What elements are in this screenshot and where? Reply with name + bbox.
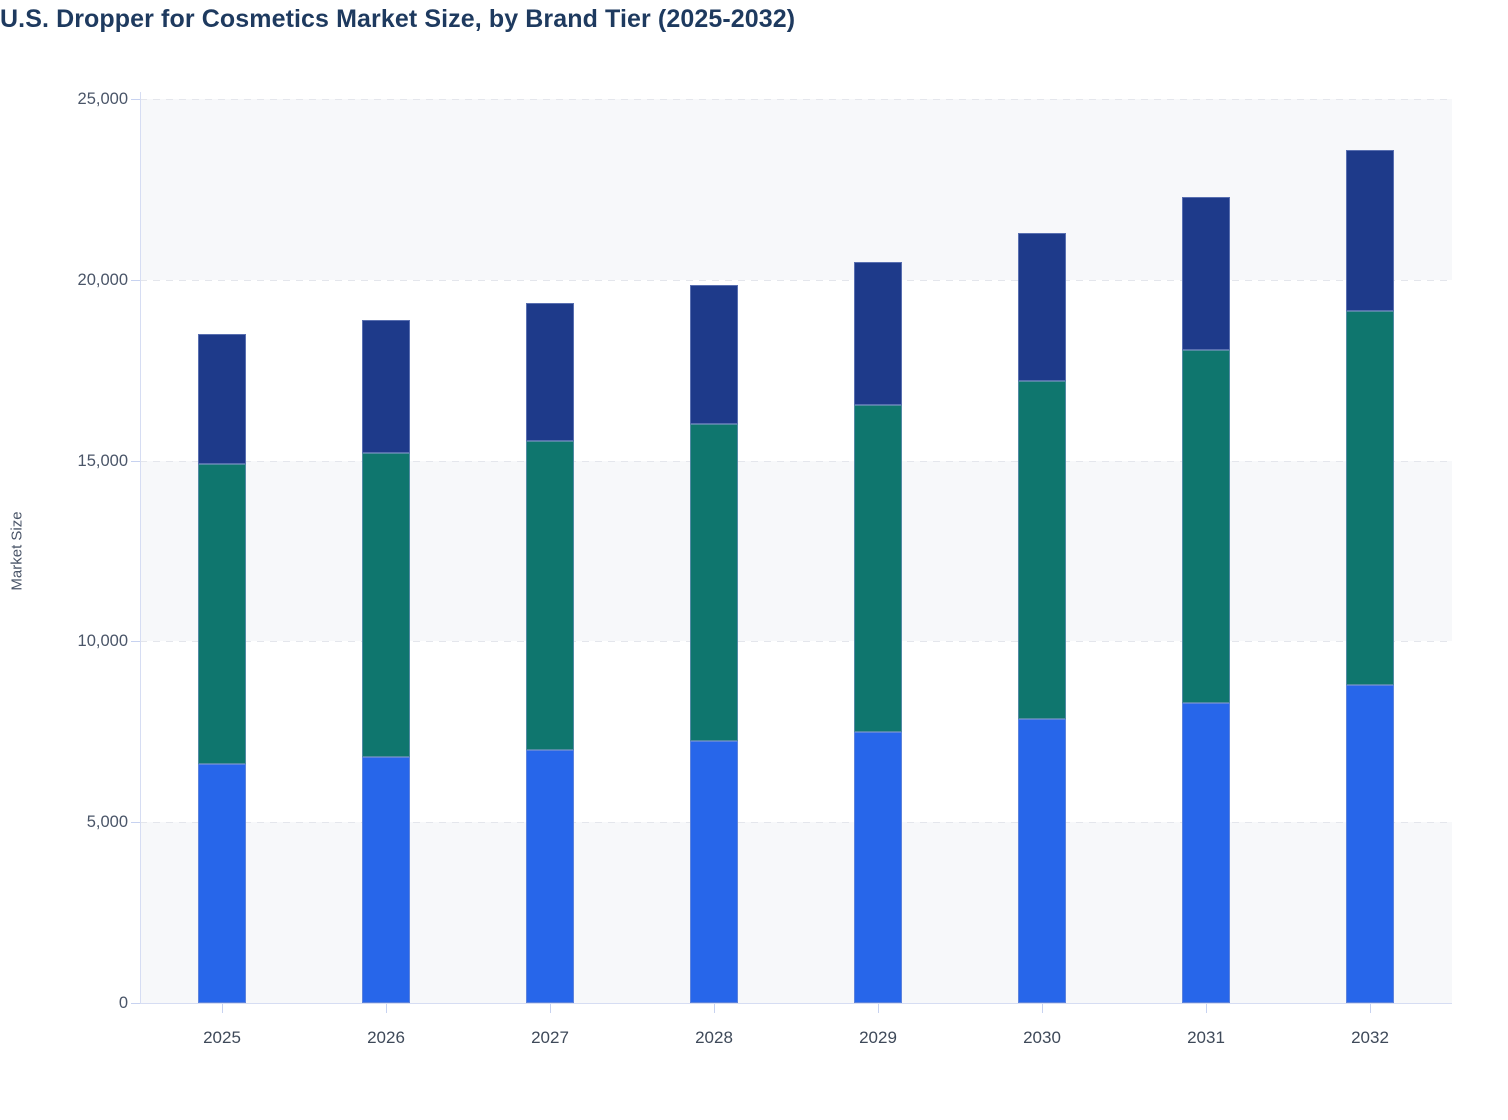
bar-segment-2026-teal[interactable] [362, 453, 410, 758]
bar-segment-2029-navy[interactable] [854, 261, 902, 405]
chart-title: U.S. Dropper for Cosmetics Market Size, … [0, 5, 796, 33]
plot-area [140, 99, 1452, 1003]
x-axis-line [140, 1003, 1452, 1004]
y-tick-label-15000: 15,000 [77, 451, 128, 470]
y-tick-label-5000: 5,000 [86, 813, 128, 832]
bar-segment-2030-teal[interactable] [1018, 381, 1066, 720]
bar-2025[interactable] [198, 334, 246, 1003]
bar-segment-2031-teal[interactable] [1182, 350, 1230, 703]
bar-segment-2025-navy[interactable] [198, 334, 246, 465]
x-tick-label-2031: 2031 [1187, 1028, 1225, 1047]
bar-2027[interactable] [526, 303, 574, 1003]
bar-2028[interactable] [690, 285, 738, 1003]
y-tick-mark [131, 1003, 140, 1004]
bar-2026[interactable] [362, 319, 410, 1003]
y-axis-title: Market Size [8, 511, 26, 591]
bar-segment-2027-blue[interactable] [526, 749, 574, 1003]
y-tick-label-20000: 20,000 [77, 270, 128, 289]
bar-segment-2029-teal[interactable] [854, 404, 902, 732]
bar-segment-2027-navy[interactable] [526, 303, 574, 441]
bar-segment-2032-blue[interactable] [1346, 684, 1394, 1003]
y-tick-mark [131, 460, 140, 462]
bar-segment-2030-navy[interactable] [1018, 232, 1066, 382]
y-tick-label-25000: 25,000 [77, 90, 128, 108]
x-tick-mark [222, 1004, 223, 1013]
bar-segment-2031-blue[interactable] [1182, 702, 1230, 1003]
bar-2032[interactable] [1346, 149, 1394, 1003]
gridline-15000 [140, 460, 1452, 462]
x-tick-mark [878, 1004, 879, 1013]
y-tick-mark [131, 822, 140, 824]
gridline-25000 [140, 99, 1452, 100]
x-tick-label-2029: 2029 [859, 1028, 897, 1047]
y-tick-mark [131, 641, 140, 643]
bar-segment-2027-teal[interactable] [526, 440, 574, 750]
x-tick-mark [1370, 1004, 1371, 1013]
background-band [140, 822, 1452, 1003]
x-tick-label-2030: 2030 [1023, 1028, 1061, 1047]
x-tick-label-2025: 2025 [203, 1028, 241, 1047]
bar-segment-2025-blue[interactable] [198, 764, 246, 1003]
bar-segment-2028-teal[interactable] [690, 424, 738, 741]
y-tick-label-0: 0 [118, 994, 128, 1012]
x-tick-mark [1042, 1004, 1043, 1013]
bar-segment-2032-navy[interactable] [1346, 149, 1394, 311]
bar-segment-2028-blue[interactable] [690, 740, 738, 1003]
bar-segment-2025-teal[interactable] [198, 464, 246, 765]
gridline-20000 [140, 279, 1452, 281]
background-band [140, 460, 1452, 642]
bar-segment-2032-teal[interactable] [1346, 310, 1394, 685]
gridline-5000 [140, 822, 1452, 824]
bar-2031[interactable] [1182, 196, 1230, 1003]
bar-segment-2026-navy[interactable] [362, 319, 410, 454]
bar-2029[interactable] [854, 261, 902, 1003]
x-tick-label-2028: 2028 [695, 1028, 733, 1047]
x-tick-label-2026: 2026 [367, 1028, 405, 1047]
bar-segment-2031-navy[interactable] [1182, 196, 1230, 351]
x-tick-mark [550, 1004, 551, 1013]
bar-segment-2029-blue[interactable] [854, 731, 902, 1003]
x-tick-mark [1206, 1004, 1207, 1013]
x-tick-mark [714, 1004, 715, 1013]
x-tick-mark [386, 1004, 387, 1013]
y-tick-label-10000: 10,000 [77, 632, 128, 651]
y-tick-mark [131, 279, 140, 281]
x-tick-label-2027: 2027 [531, 1028, 569, 1047]
bar-2030[interactable] [1018, 232, 1066, 1003]
bar-segment-2030-blue[interactable] [1018, 719, 1066, 1003]
background-band [140, 99, 1452, 280]
y-axis-line [140, 92, 141, 1003]
y-tick-mark [131, 99, 140, 100]
x-tick-label-2032: 2032 [1351, 1028, 1389, 1047]
bar-segment-2028-navy[interactable] [690, 285, 738, 425]
bar-segment-2026-blue[interactable] [362, 757, 410, 1003]
gridline-10000 [140, 641, 1452, 643]
